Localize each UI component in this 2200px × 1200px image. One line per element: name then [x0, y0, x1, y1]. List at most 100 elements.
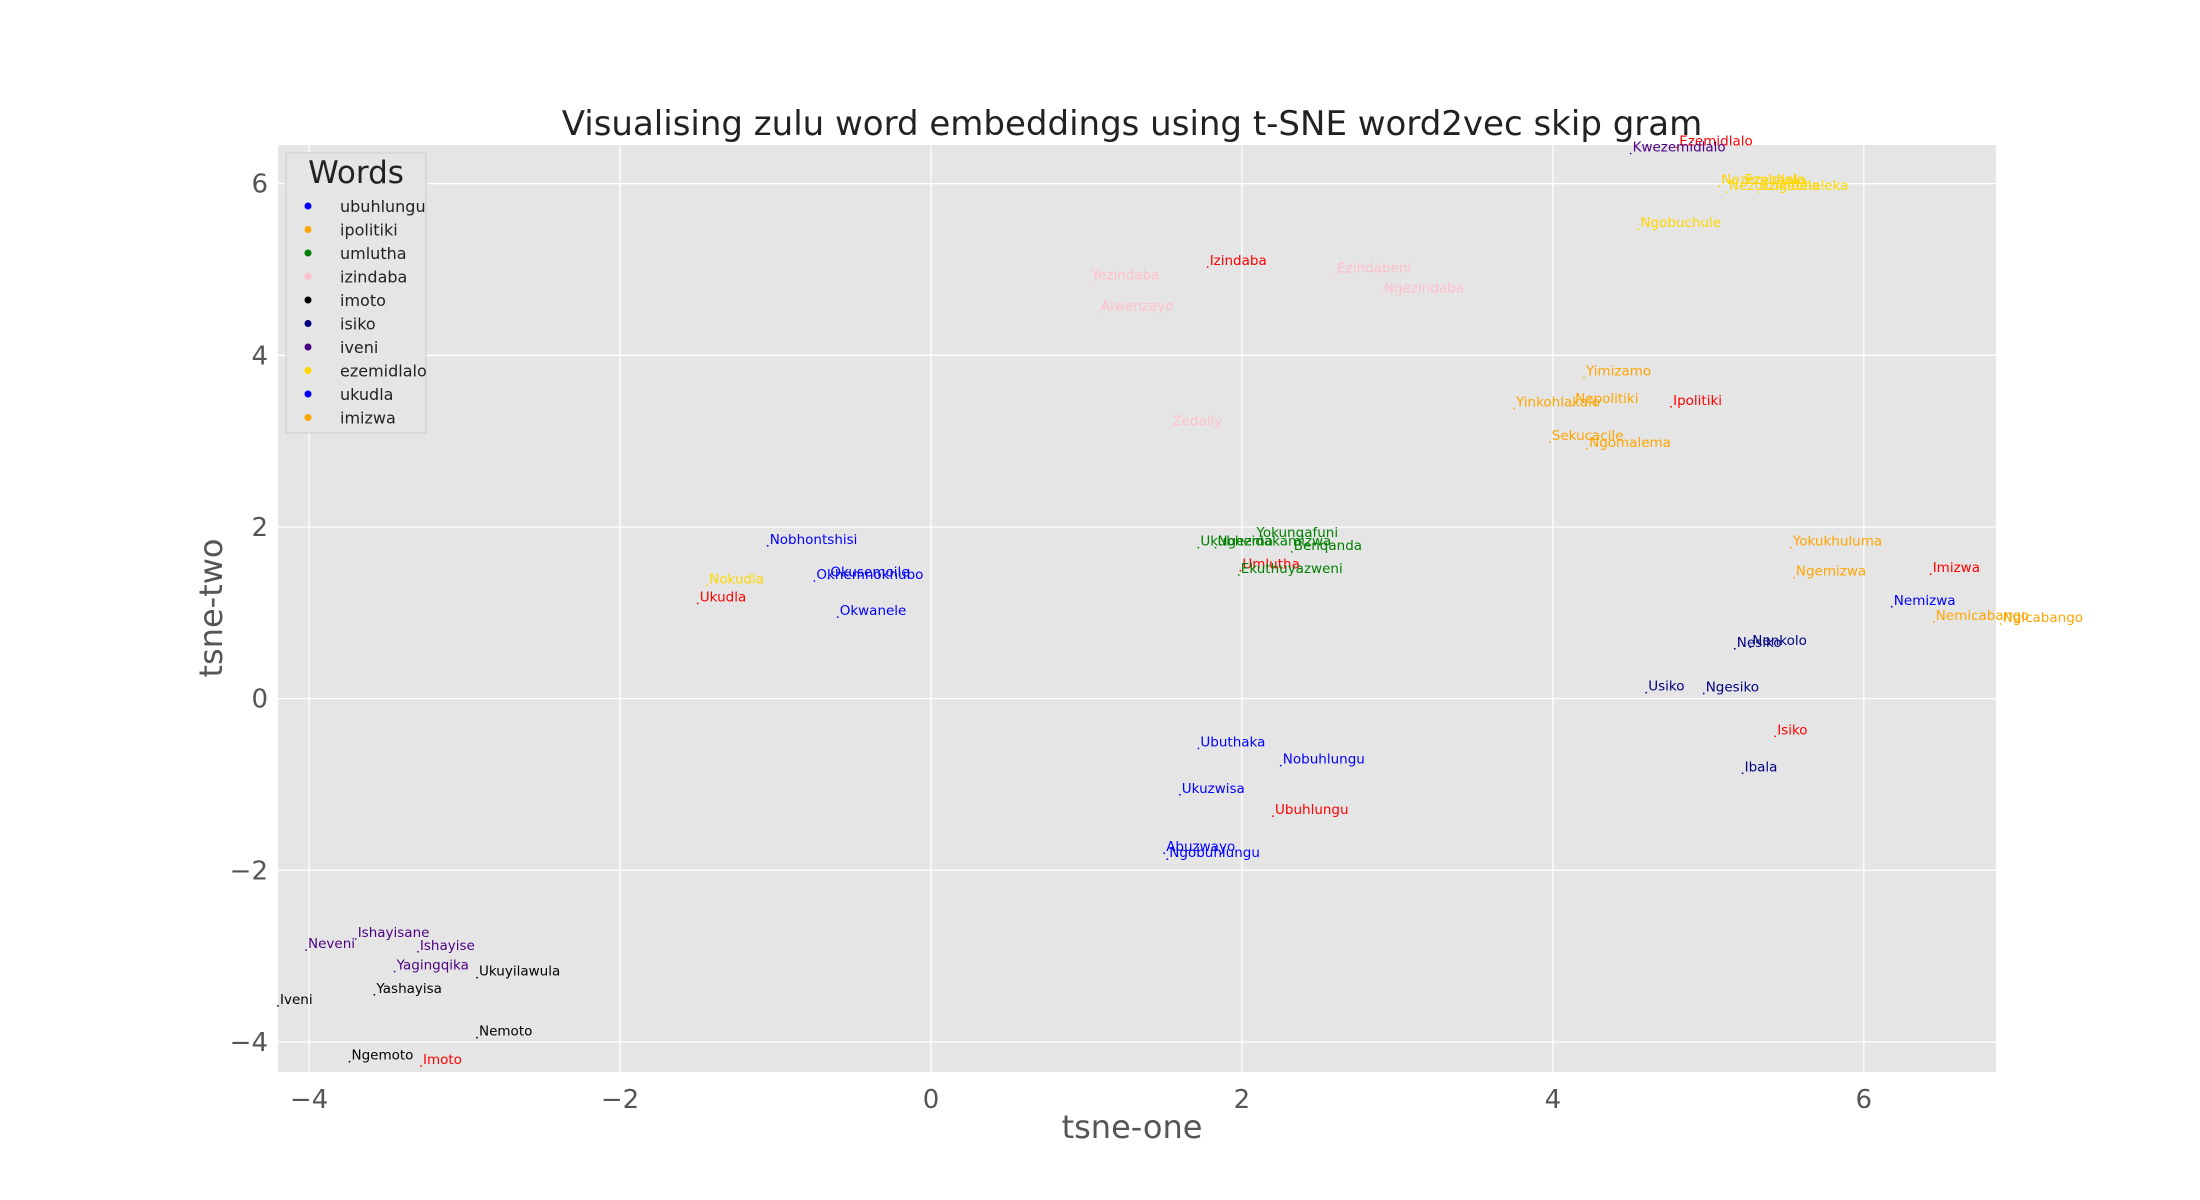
legend-marker — [304, 296, 312, 304]
word-label: Alwenzayo — [1101, 298, 1174, 314]
word-label: Ngomalema — [1589, 435, 1671, 451]
word-point — [766, 544, 769, 547]
word-point — [1169, 426, 1172, 429]
word-label: Yokukhuluma — [1792, 534, 1882, 550]
legend-entry: izindaba — [340, 268, 407, 287]
word-point — [1741, 772, 1744, 775]
y-axis-label: tsne-two — [192, 538, 230, 677]
word-point — [1088, 280, 1091, 283]
word-point — [1702, 692, 1705, 695]
word-point — [1789, 546, 1792, 549]
y-tick-label: 2 — [251, 513, 268, 543]
legend-box — [285, 152, 427, 434]
word-point — [1513, 407, 1515, 410]
legend-entry: imizwa — [340, 409, 396, 428]
word-label: Benqanda — [1294, 538, 1362, 554]
chart-title: Visualising zulu word embeddings using t… — [562, 104, 1702, 144]
word-label: Ngicabango — [2003, 610, 2083, 626]
word-point — [1929, 573, 1932, 576]
word-label: Nemoto — [479, 1024, 532, 1040]
word-label: Ukuyilawula — [479, 964, 560, 980]
word-label: Yezindaba — [1091, 268, 1160, 284]
word-point — [1279, 764, 1282, 767]
legend-entry: ukudla — [340, 385, 393, 404]
legend-entry: imoto — [340, 291, 386, 310]
legend-entry: ipolitiki — [340, 221, 398, 240]
word-label: Nezemidlalo — [1721, 172, 1804, 188]
legend-marker — [304, 414, 312, 421]
word-point — [1583, 376, 1585, 379]
word-label: Kwezemidlalo — [1633, 140, 1726, 156]
word-point — [348, 1060, 351, 1063]
word-point — [393, 970, 396, 973]
word-label: Neveni — [308, 936, 355, 952]
word-label: Ngemizwa — [1796, 564, 1866, 580]
word-label: Ezebhola — [1745, 172, 1806, 188]
word-point — [1214, 546, 1217, 549]
word-point — [1166, 858, 1169, 860]
legend-entry: ezemidlalo — [340, 362, 427, 381]
word-label: Ibala — [1745, 759, 1778, 775]
word-label: Ngezindaba — [1384, 280, 1464, 296]
word-point — [1197, 747, 1200, 750]
word-point — [1637, 228, 1640, 231]
y-tick-label: 4 — [251, 341, 268, 371]
word-point — [277, 1005, 279, 1007]
legend-marker — [304, 367, 312, 374]
y-tick-label: −2 — [230, 856, 268, 886]
word-point — [305, 949, 307, 951]
word-point — [1206, 266, 1209, 268]
word-label: Ezemidlalo — [1679, 134, 1752, 150]
x-axis-label: tsne-one — [1062, 1108, 1203, 1146]
word-label: Ngemoto — [352, 1048, 414, 1064]
word-point — [1749, 646, 1752, 648]
legend-marker — [304, 249, 312, 257]
legend-marker — [304, 343, 312, 351]
word-point — [1178, 793, 1181, 796]
x-tick-label: 0 — [923, 1085, 940, 1115]
word-point — [1239, 569, 1242, 572]
word-label: Nepolitiki — [1575, 391, 1638, 407]
word-point — [354, 938, 357, 940]
y-tick-label: −4 — [230, 1028, 268, 1058]
legend-marker — [304, 202, 312, 210]
legend-marker — [304, 273, 312, 280]
legend-marker — [304, 390, 312, 398]
word-label: Ngezidakamizwa — [1218, 534, 1332, 550]
word-point — [1757, 191, 1759, 194]
word-label: Nobuhlungu — [1283, 752, 1365, 768]
legend-marker — [304, 320, 312, 327]
word-label: Ubuhlungu — [1275, 802, 1349, 818]
word-point — [1726, 191, 1728, 194]
word-label: Nezokugibela — [1729, 178, 1820, 194]
word-label: Nesiko — [1737, 635, 1782, 651]
word-point — [1197, 546, 1200, 549]
word-label: Ishayise — [420, 938, 475, 954]
word-label: Yimizamo — [1585, 364, 1651, 380]
word-point — [1793, 576, 1795, 579]
word-point — [1272, 815, 1274, 818]
word-label: Izindaba — [1210, 253, 1267, 269]
word-point — [373, 993, 376, 996]
grid-lines — [278, 145, 1996, 1072]
word-label: Ekuthuyazweni — [1241, 561, 1343, 577]
y-tick-label: 6 — [251, 170, 268, 200]
word-point — [1237, 574, 1240, 576]
word-point — [836, 616, 839, 618]
x-tick-label: 2 — [1234, 1085, 1251, 1115]
word-label: Nenkolo — [1752, 633, 1807, 649]
word-point — [1572, 404, 1574, 406]
word-point — [476, 976, 478, 979]
word-label: Nobhontshisi — [770, 532, 858, 548]
word-label: Ukudla — [700, 589, 746, 605]
y-tick-label: 0 — [251, 685, 268, 715]
word-point — [420, 1065, 422, 1067]
word-label: Sekucacile — [1552, 428, 1624, 444]
word-label: Ngesiko — [1706, 680, 1759, 696]
word-label: Ngobuchule — [1640, 215, 1721, 231]
word-label: Zedaily — [1172, 413, 1222, 429]
word-point — [1774, 735, 1777, 738]
word-point — [706, 584, 708, 587]
legend-title: Words — [308, 155, 404, 191]
word-label: Ezikebheleka — [1760, 178, 1848, 194]
